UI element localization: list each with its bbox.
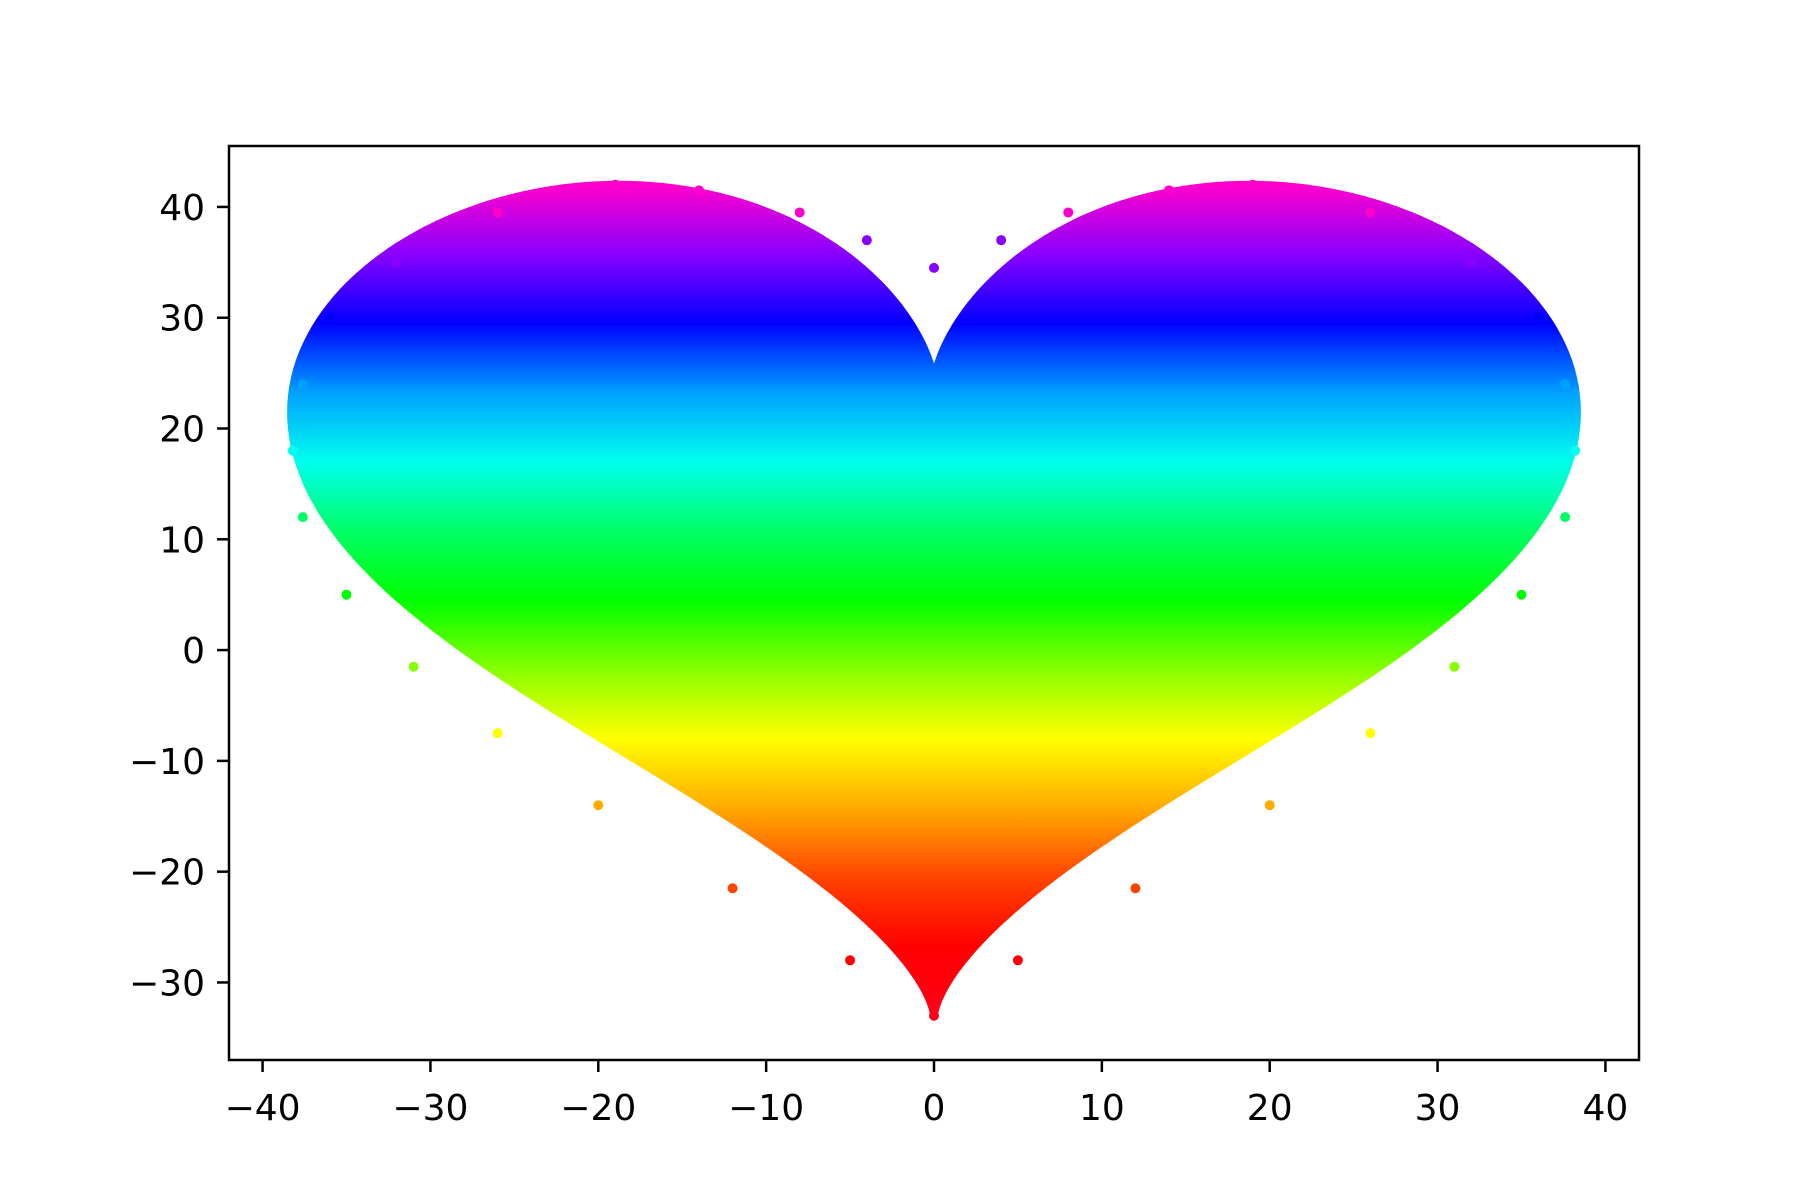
data-point [694, 185, 704, 196]
data-point [861, 235, 872, 246]
data-marks [287, 179, 1581, 1021]
data-point [287, 445, 298, 456]
data-point [929, 1010, 939, 1021]
data-point [297, 512, 308, 523]
x-tick-label: 40 [1583, 1088, 1629, 1129]
data-point [1449, 661, 1460, 672]
data-point [1365, 207, 1376, 218]
y-tick-label: 0 [182, 631, 205, 672]
data-point [391, 257, 402, 268]
data-point [593, 800, 604, 811]
data-point [1560, 512, 1571, 523]
y-tick-label: −20 [129, 853, 205, 894]
x-tick-label: 20 [1247, 1088, 1293, 1129]
x-tick-label: 10 [1079, 1088, 1125, 1129]
data-point [1560, 379, 1571, 390]
y-tick-label: 30 [159, 299, 205, 340]
y-tick-label: −10 [129, 742, 205, 783]
y-tick-label: 10 [159, 520, 205, 561]
data-point [1164, 185, 1174, 196]
data-point [297, 379, 308, 390]
data-point [929, 262, 939, 273]
data-point [1570, 445, 1581, 456]
x-axis: −40 −30 −20 −10 0 10 20 30 40 [225, 1060, 1629, 1129]
data-point [1130, 883, 1141, 894]
y-axis: −30 −20 −10 0 10 20 30 40 [129, 188, 229, 1004]
x-tick-label: −30 [392, 1088, 468, 1129]
x-tick-label: −40 [225, 1088, 301, 1129]
x-tick-label: −20 [560, 1088, 636, 1129]
data-point [492, 207, 503, 218]
y-tick-label: 40 [159, 188, 205, 229]
data-point [1365, 728, 1376, 739]
data-point [324, 312, 335, 323]
data-point [727, 883, 738, 894]
data-point [996, 235, 1007, 246]
data-point [1247, 179, 1258, 190]
data-point [1466, 257, 1477, 268]
y-tick-label: −30 [129, 963, 205, 1004]
data-point [1533, 312, 1544, 323]
data-point [492, 728, 503, 739]
data-point [1264, 800, 1275, 811]
x-tick-label: 0 [923, 1088, 946, 1129]
data-point [1012, 955, 1023, 966]
y-tick-label: 20 [159, 410, 205, 451]
x-tick-label: 30 [1415, 1088, 1461, 1129]
x-tick-label: −10 [728, 1088, 804, 1129]
data-point [341, 589, 352, 600]
data-point [845, 955, 856, 966]
data-point [610, 179, 621, 190]
data-point [1063, 207, 1074, 218]
data-point [408, 661, 419, 672]
data-point [794, 207, 805, 218]
data-point [1516, 589, 1527, 600]
